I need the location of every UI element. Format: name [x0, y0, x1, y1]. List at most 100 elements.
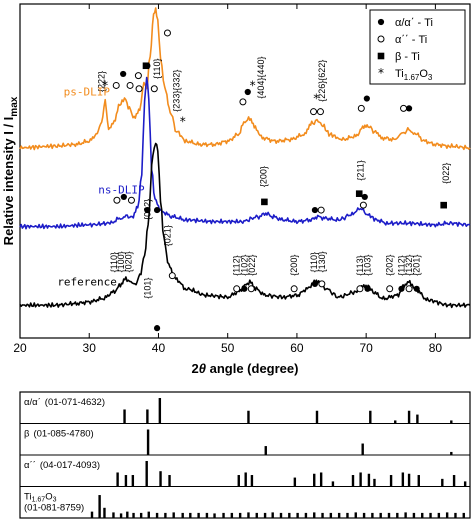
- reference-bar: [247, 512, 250, 518]
- reference-bar: [213, 513, 216, 518]
- beta-marker: [261, 198, 268, 206]
- series-labels: ps-DLIP ns-DLIP reference: [57, 85, 145, 288]
- reference-bar: [288, 512, 291, 518]
- reference-code: (01-071-4632): [45, 397, 105, 408]
- x-axis-label-number: 2: [192, 361, 199, 376]
- series-label: ps-DLIP: [64, 85, 111, 98]
- reference-bar: [351, 475, 355, 487]
- legend-label: β - Ti: [395, 51, 420, 63]
- legend-box: [369, 9, 466, 85]
- reference-bar: [416, 414, 419, 424]
- ti-oxide-marker: *: [180, 115, 186, 129]
- reference-bar: [412, 512, 416, 518]
- reference-bar: [404, 512, 407, 518]
- ti-oxide-marker: *: [102, 78, 108, 92]
- reference-bar: [454, 512, 457, 518]
- alpha-marker: [311, 280, 319, 287]
- alpha-double-prime-marker: [405, 285, 413, 293]
- beta-marker: [440, 201, 447, 209]
- series-line-ps-dlip: [19, 7, 471, 151]
- y-axis-label-sub: max: [9, 96, 20, 116]
- series-line-ns-dlip: [19, 76, 471, 230]
- reference-bar: [293, 477, 297, 487]
- reference-bar: [450, 420, 453, 424]
- reference-code: (01-081-8759): [24, 503, 84, 514]
- alpha-double-prime-marker: [290, 285, 298, 293]
- reference-bar: [172, 512, 175, 518]
- reference-bar: [124, 475, 128, 487]
- reference-bar: [445, 512, 449, 518]
- reference-bar: [346, 512, 349, 518]
- reference-bar: [263, 512, 267, 518]
- reference-bar: [238, 512, 242, 518]
- plane-label: {233}{332}: [172, 70, 182, 112]
- reference-bar: [147, 511, 150, 518]
- legend-label: α/α΄ - Ti: [395, 17, 433, 29]
- x-tick-label: 40: [152, 341, 166, 355]
- reference-bar: [146, 409, 149, 424]
- alpha-double-prime-marker: [163, 29, 171, 37]
- alpha-marker: [241, 285, 248, 292]
- reference-bar: [103, 507, 106, 518]
- alpha-double-prime-marker: [247, 285, 255, 293]
- alpha-double-prime-marker: [135, 85, 143, 93]
- reference-bar: [90, 511, 94, 518]
- alpha-double-prime-marker: [386, 285, 394, 293]
- reference-bar: [168, 475, 171, 487]
- alpha-double-prime-marker: [400, 104, 408, 112]
- alpha-double-prime-marker: [356, 285, 364, 293]
- plane-label: {020}: [124, 251, 134, 272]
- series-line-reference: [19, 142, 471, 309]
- beta-marker: [355, 190, 363, 197]
- plane-label: {200}: [289, 255, 299, 276]
- reference-bar: [158, 398, 162, 424]
- reference-bar: [359, 472, 362, 487]
- alpha-double-prime-marker: [310, 108, 318, 116]
- alpha-double-prime-marker: [127, 196, 135, 204]
- reference-bar: [126, 511, 129, 518]
- reference-bar: [354, 512, 357, 518]
- alpha-marker: [244, 88, 251, 96]
- reference-bar: [264, 446, 267, 455]
- beta-marker: [142, 62, 150, 70]
- alpha-double-prime-marker: [134, 72, 142, 80]
- legend-label-sub2: 3: [428, 73, 433, 82]
- x-tick-label: 60: [290, 341, 304, 355]
- alpha-marker: [363, 95, 370, 102]
- reference-bar: [247, 410, 250, 424]
- alpha-double-prime-marker: [150, 85, 158, 93]
- reference-panels: α/α΄ (01-071-4632) β (01-085-4780) α΄΄ (04-01…: [20, 397, 470, 518]
- reference-bar: [407, 473, 411, 487]
- alpha-marker: [144, 206, 151, 214]
- alpha-double-prime-marker: [359, 201, 367, 209]
- reference-bar: [394, 420, 397, 424]
- reference-bar: [387, 512, 391, 518]
- alpha-double-prime-marker: [112, 81, 120, 89]
- reference-bar: [131, 475, 135, 487]
- reference-bar: [139, 512, 143, 518]
- reference-bar: [313, 473, 316, 487]
- series-label: ns-DLIP: [98, 184, 145, 197]
- alpha-double-prime-marker: [317, 206, 325, 214]
- reference-bar: [222, 512, 225, 518]
- alpha-double-prime-marker: [233, 285, 241, 293]
- spectra: [19, 7, 471, 309]
- reference-bar: [116, 472, 119, 487]
- x-tick-label: 30: [83, 341, 97, 355]
- plane-label: {110}: [109, 252, 119, 272]
- x-axis-label-rest: angle (degree): [206, 361, 298, 376]
- reference-bar: [112, 512, 115, 518]
- reference-bar: [119, 513, 123, 518]
- plane-label: {021}: [163, 225, 173, 246]
- reference-bar: [123, 409, 126, 424]
- plane-label: {022}: [441, 163, 451, 184]
- ti-oxide-marker: *: [378, 66, 384, 80]
- alpha-double-prime-marker: [168, 272, 176, 280]
- plane-label: {130}: [317, 251, 327, 272]
- alpha-marker: [361, 193, 368, 201]
- legend-label-tail: O: [419, 68, 428, 80]
- reference-bar: [205, 512, 209, 518]
- reference-bar: [279, 512, 283, 518]
- reference-bar: [441, 478, 444, 487]
